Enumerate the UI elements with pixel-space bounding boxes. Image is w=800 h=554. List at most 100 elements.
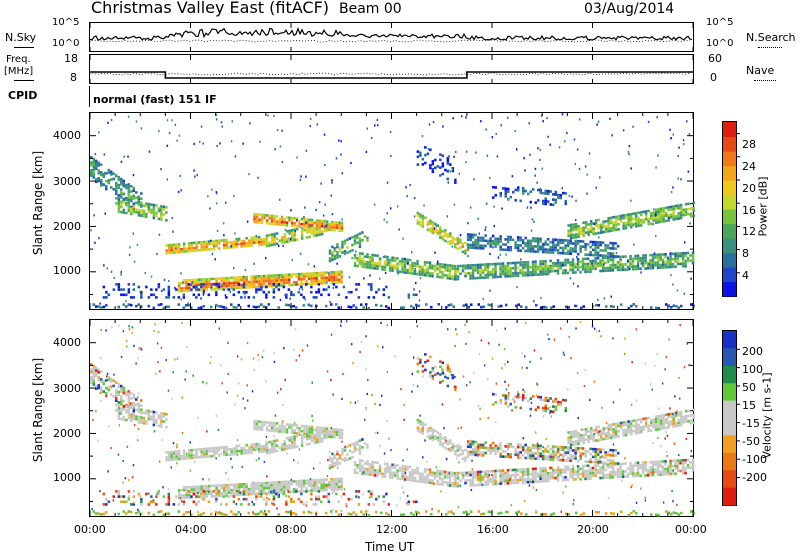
velocity-echo-cell	[150, 410, 153, 413]
power-noise-cell	[231, 120, 233, 123]
power-echo-cell	[652, 211, 655, 214]
velocity-echo-cell	[270, 421, 274, 425]
velocity-echo-cell	[177, 457, 181, 461]
velocity-echo-cell	[175, 458, 178, 461]
velocity-echo-cell	[516, 445, 520, 449]
velocity-echo-cell	[669, 464, 672, 468]
power-clutter-cell	[550, 306, 553, 309]
velocity-echo-cell	[491, 441, 495, 445]
velocity-echo-cell	[320, 426, 324, 430]
power-noise-cell	[389, 207, 392, 210]
power-echo-cell	[634, 267, 637, 271]
power-noise-cell	[175, 247, 177, 250]
power-echo-cell	[516, 244, 520, 247]
power-echo-cell	[366, 239, 369, 242]
power-echo-cell	[569, 236, 573, 240]
power-echo-cell	[444, 231, 447, 235]
velocity-echo-cell	[252, 443, 256, 446]
power-noise-cell	[516, 148, 518, 151]
velocity-echo-cell	[509, 445, 512, 448]
velocity-echo-cell	[192, 453, 196, 457]
power-echo-cell	[534, 201, 537, 204]
velocity-echo-cell	[679, 459, 682, 462]
power-echo-cell	[137, 285, 141, 289]
power-echo-cell	[416, 222, 420, 225]
velocity-echo-cell	[599, 471, 602, 475]
velocity-echo-cell	[381, 472, 384, 476]
power-noise-cell	[123, 155, 125, 158]
velocity-echo-cell	[262, 444, 266, 448]
velocity-echo-cell	[516, 453, 520, 457]
power-echo-cell	[403, 260, 407, 264]
velocity-echo-cell	[644, 469, 647, 472]
power-echo-cell	[227, 281, 231, 285]
power-noise-cell	[418, 270, 420, 273]
velocity-echo-cell	[679, 423, 683, 427]
velocity-echo-cell	[601, 463, 605, 467]
power-echo-cell	[601, 264, 605, 267]
velocity-echo-cell	[604, 463, 607, 466]
power-echo-cell	[342, 285, 346, 289]
power-echo-cell	[436, 232, 440, 235]
power-echo-cell	[265, 277, 268, 280]
power-echo-cell	[504, 190, 507, 193]
velocity-echo-cell	[132, 414, 136, 418]
velocity-echo-cell	[634, 421, 638, 425]
power-echo-cell	[631, 257, 635, 261]
power-echo-cell	[504, 238, 507, 241]
velocity-echo-cell	[338, 454, 342, 457]
velocity-echo-cell	[661, 470, 665, 474]
velocity-colorbar-swatch	[723, 452, 736, 471]
power-echo-cell	[267, 277, 271, 280]
power-echo-cell	[140, 209, 143, 212]
power-echo-cell	[268, 217, 271, 220]
velocity-echo-cell	[671, 459, 675, 463]
velocity-echo-cell	[125, 500, 128, 504]
velocity-echo-cell	[649, 468, 652, 472]
power-echo-cell	[315, 271, 318, 275]
power-echo-cell	[162, 213, 166, 216]
velocity-echo-cell	[308, 425, 311, 429]
velocity-echo-cell	[388, 468, 392, 471]
power-echo-cell	[604, 230, 608, 233]
power-echo-cell	[235, 278, 238, 282]
power-echo-cell	[549, 264, 552, 268]
power-noise-cell	[369, 274, 371, 277]
power-echo-cell	[315, 282, 318, 285]
velocity-echo-cell	[451, 482, 454, 485]
power-noise-cell	[273, 114, 275, 117]
power-echo-cell	[366, 255, 369, 259]
power-echo-cell	[421, 220, 425, 223]
velocity-echo-cell	[332, 485, 336, 489]
velocity-echo-cell	[120, 417, 123, 421]
velocity-echo-cell	[426, 476, 429, 479]
velocity-echo-cell	[614, 422, 618, 426]
power-echo-cell	[317, 283, 321, 286]
power-echo-cell	[601, 269, 605, 273]
velocity-echo-cell	[531, 478, 535, 481]
velocity-echo-cell	[674, 422, 678, 425]
velocity-echo-cell	[155, 495, 158, 498]
power-echo-cell	[267, 279, 271, 283]
velocity-echo-cell	[107, 375, 110, 379]
power-noise-cell	[597, 298, 599, 301]
velocity-echo-cell	[192, 490, 196, 494]
power-echo-cell	[295, 275, 298, 279]
velocity-echo-cell	[564, 453, 567, 457]
power-echo-cell	[428, 264, 432, 267]
power-echo-cell	[686, 251, 690, 255]
power-echo-cell	[95, 164, 98, 168]
power-echo-cell	[185, 286, 188, 290]
velocity-echo-cell	[672, 422, 675, 426]
velocity-echo-cell	[571, 475, 575, 479]
power-echo-cell	[674, 252, 677, 255]
power-echo-cell	[659, 263, 662, 267]
nave-label: Nave	[746, 64, 775, 77]
power-echo-cell	[591, 262, 595, 265]
velocity-echo-cell	[115, 409, 118, 412]
velocity-echo-cell	[205, 447, 208, 451]
power-echo-cell	[413, 272, 417, 276]
power-echo-cell	[636, 262, 640, 265]
power-echo-cell	[609, 229, 613, 233]
power-echo-cell	[479, 268, 482, 272]
